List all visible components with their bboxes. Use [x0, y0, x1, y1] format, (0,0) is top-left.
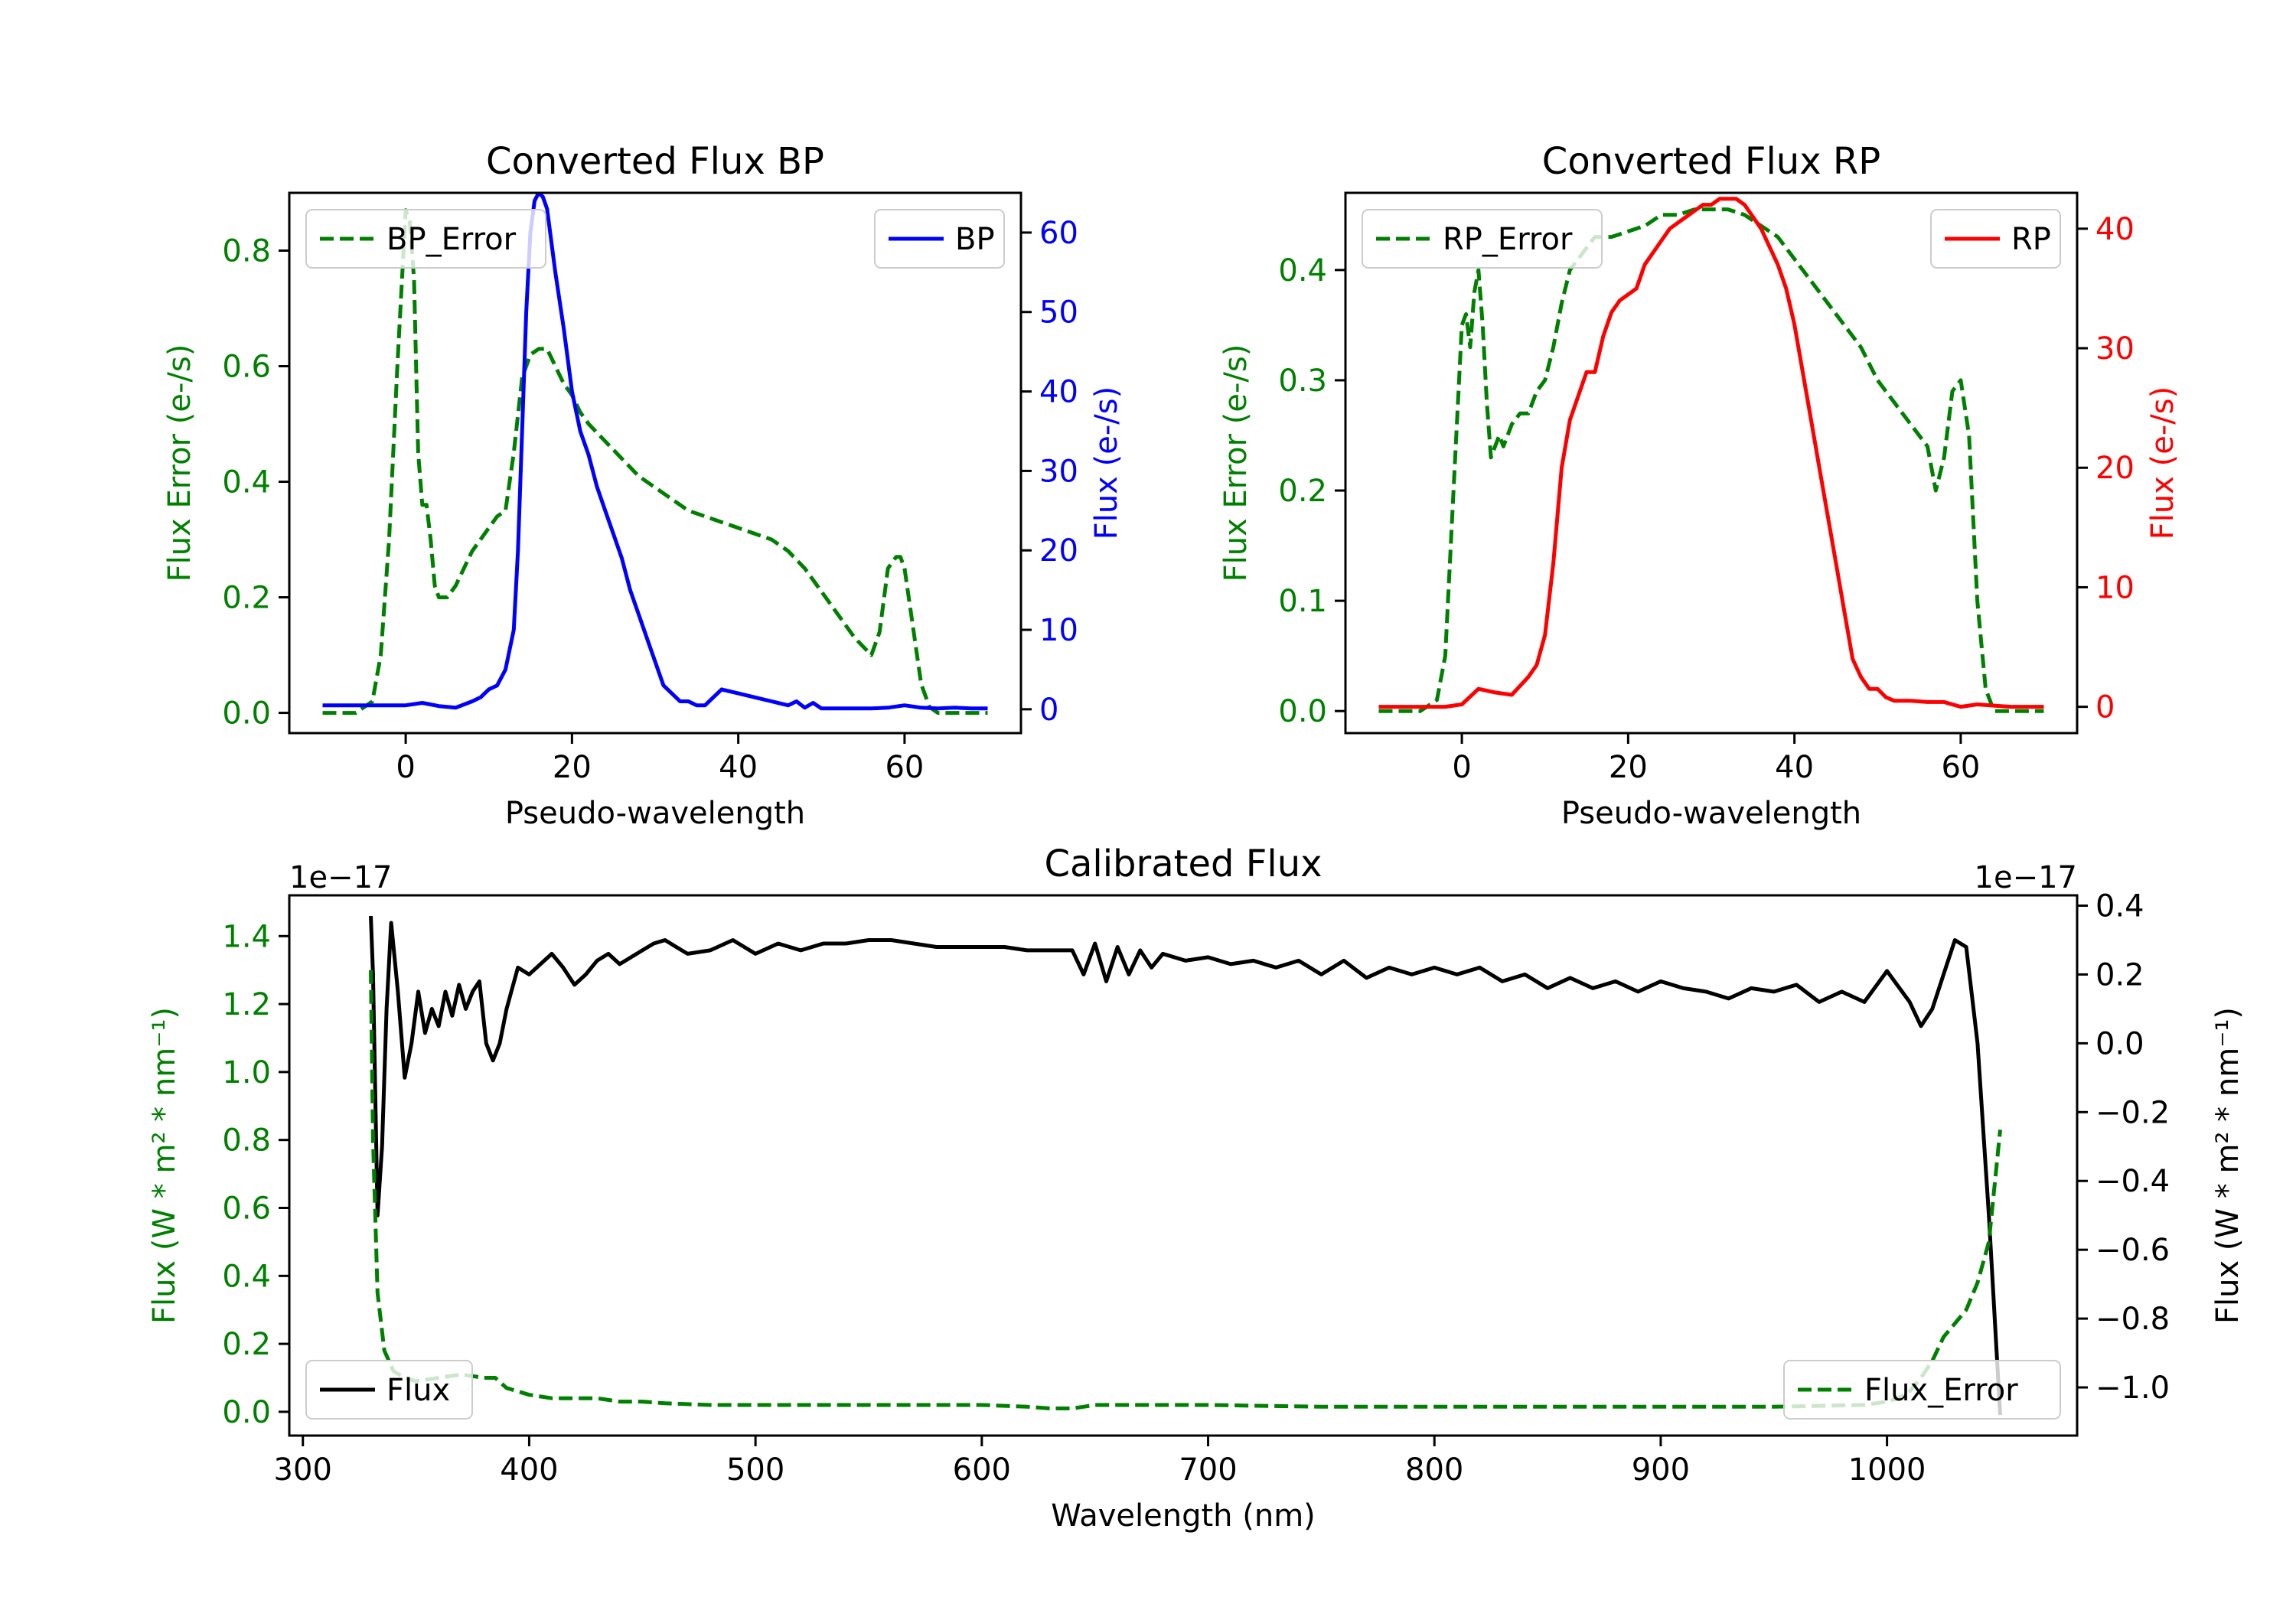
y-right-axis-label: Flux (e-/s) [2145, 386, 2180, 539]
y-left-tick-label: 0.8 [222, 1123, 271, 1159]
y-right-axis-label: Flux (e-/s) [1089, 386, 1124, 539]
chart-calibrated-flux: Calibrated Flux 300 400 500 600 700 800 900 1000… [147, 843, 2245, 1534]
legend-right: RP [1930, 209, 2061, 269]
y-left-tick-label: 0.6 [222, 1191, 271, 1227]
y-right-tick-label: 0.4 [2095, 888, 2144, 924]
legend-box [1783, 1360, 2061, 1420]
legend-label: BP_Error [386, 222, 517, 257]
x-tick-label: 700 [1179, 1452, 1237, 1488]
chart-title: Converted Flux RP [1542, 140, 1880, 183]
chart-converted-flux-bp: Converted Flux BP 0 20 40 60 Pseudo-wavelengt… [162, 140, 1124, 831]
y-right-tick-label: 0.0 [2095, 1026, 2144, 1061]
plot-frame [288, 894, 2079, 1437]
legend-box [305, 209, 546, 269]
chart-title: Calibrated Flux [1044, 843, 1322, 885]
y-left-offset-label: 1e−17 [289, 860, 392, 895]
y-left-axis-label: Flux (W * m² * nm⁻¹) [147, 1007, 182, 1324]
y-left-axis-label: Flux Error (e-/s) [162, 344, 197, 582]
y-left-axis-label: Flux Error (e-/s) [1218, 344, 1254, 582]
y-left-tick-label: 0.4 [222, 465, 271, 500]
x-axis-label: Pseudo-wavelength [505, 796, 805, 831]
x-tick-label: 40 [1775, 750, 1814, 785]
y-right-tick-label: 60 [1039, 216, 1078, 251]
x-tick-label: 60 [1941, 750, 1980, 785]
legend-right: BP [874, 209, 1005, 269]
legend-label: RP_Error [1443, 222, 1573, 257]
legend-label: RP [2011, 222, 2051, 257]
y-right-tick-label: 0.2 [2095, 957, 2144, 993]
x-tick-label: 60 [885, 750, 924, 785]
y-right-tick-label: 10 [2095, 570, 2135, 605]
legend-left: Flux [305, 1360, 473, 1420]
y-left-tick-label: 0.0 [1278, 694, 1327, 729]
legend-left: BP_Error [305, 209, 546, 269]
x-tick-label: 800 [1405, 1452, 1463, 1488]
x-tick-label: 40 [719, 750, 758, 785]
chart-converted-flux-rp: Converted Flux RP 0 20 40 60 Pseudo-wavelengt… [1218, 140, 2180, 831]
x-tick-label: 500 [726, 1452, 784, 1488]
y-right-offset-label: 1e−17 [1975, 860, 2077, 895]
plot-frame [1344, 191, 2079, 735]
y-right-tick-label: 50 [1039, 295, 1078, 331]
y-left-tick-label: 0.6 [222, 350, 271, 385]
x-tick-label: 900 [1632, 1452, 1690, 1488]
legend-box [305, 1360, 473, 1420]
series-line-rp [1378, 197, 2044, 709]
y-right-tick-label: −0.8 [2095, 1302, 2170, 1337]
x-tick-label: 20 [553, 750, 592, 785]
y-right-tick-label: −0.6 [2095, 1233, 2170, 1268]
y-right-tick-label: −1.0 [2095, 1371, 2170, 1406]
series-line-rp-error [1378, 207, 2044, 713]
x-tick-label: 20 [1609, 750, 1648, 785]
y-left-tick-label: 1.2 [222, 987, 271, 1022]
y-left-tick-label: 0.8 [222, 234, 271, 269]
y-right-tick-label: 0 [2095, 690, 2115, 725]
y-right-tick-label: 30 [1039, 454, 1078, 489]
y-left-tick-label: 0.4 [222, 1259, 271, 1294]
y-right-tick-label: 20 [2095, 451, 2135, 486]
y-left-tick-label: 0.0 [222, 1395, 271, 1430]
y-right-tick-label: −0.4 [2095, 1164, 2170, 1199]
y-right-tick-label: −0.2 [2095, 1095, 2170, 1130]
y-left-tick-label: 1.4 [222, 919, 271, 954]
series-line-bp-error [322, 208, 988, 715]
plot-frame [288, 191, 1022, 735]
series-line-flux [369, 915, 2002, 1416]
y-right-tick-label: 40 [1039, 375, 1078, 410]
x-tick-label: 400 [500, 1452, 558, 1488]
legend-label: Flux_Error [1864, 1373, 2018, 1408]
chart-title: Converted Flux BP [486, 140, 824, 183]
y-left-tick-label: 0.3 [1278, 363, 1327, 399]
legend-right: Flux_Error [1783, 1360, 2061, 1420]
series-line-bp [322, 193, 988, 711]
x-tick-label: 0 [396, 750, 415, 785]
y-left-tick-label: 0.2 [1278, 474, 1327, 509]
legend-label: BP [955, 222, 995, 257]
y-right-tick-label: 40 [2095, 212, 2135, 247]
y-left-tick-label: 0.2 [222, 1327, 271, 1362]
y-left-tick-label: 0.2 [222, 581, 271, 616]
y-left-tick-label: 1.0 [222, 1055, 271, 1090]
y-right-tick-label: 20 [1039, 533, 1078, 569]
y-right-tick-label: 30 [2095, 331, 2135, 367]
y-left-tick-label: 0.0 [222, 696, 271, 732]
legend-box [1362, 209, 1603, 269]
y-left-tick-label: 0.4 [1278, 253, 1327, 288]
y-right-tick-label: 10 [1039, 613, 1078, 648]
x-tick-label: 300 [274, 1452, 332, 1488]
legend-label: Flux [386, 1373, 450, 1408]
legend-left: RP_Error [1362, 209, 1603, 269]
x-tick-label: 1000 [1848, 1452, 1926, 1488]
y-left-tick-label: 0.1 [1278, 584, 1327, 619]
y-right-tick-label: 0 [1039, 693, 1058, 728]
y-right-axis-label: Flux (W * m² * nm⁻¹) [2210, 1007, 2245, 1324]
x-tick-label: 600 [953, 1452, 1011, 1488]
x-axis-label: Pseudo-wavelength [1561, 796, 1861, 831]
x-tick-label: 0 [1452, 750, 1471, 785]
x-axis-label: Wavelength (nm) [1051, 1498, 1316, 1534]
